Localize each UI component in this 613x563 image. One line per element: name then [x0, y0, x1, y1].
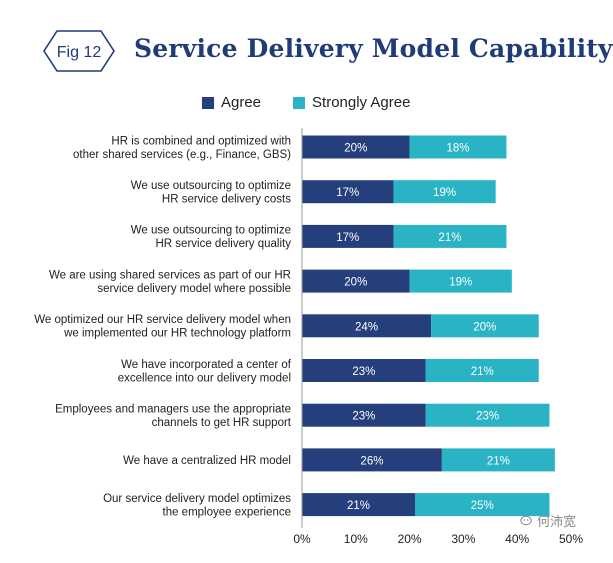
category-label-line: We have incorporated a center of	[121, 359, 292, 371]
legend-swatch-agree	[202, 96, 214, 109]
bar-agree	[302, 448, 442, 472]
legend-swatch-strongly-agree	[293, 96, 306, 109]
data-label-strongly-agree: 18%	[447, 143, 470, 155]
category-label-line: we implemented our HR technology platfor…	[63, 328, 291, 340]
bar-agree	[302, 403, 426, 427]
data-label-strongly-agree: 21%	[438, 232, 461, 244]
bar-strongly-agree	[425, 403, 550, 427]
category-label-line: HR is combined and optimized with	[111, 135, 291, 147]
bar-strongly-agree	[393, 224, 507, 248]
category-label-line: channels to get HR support	[152, 417, 292, 429]
x-tick-label: 0%	[293, 532, 311, 546]
chart-title: Service Delivery Model Capability	[134, 34, 613, 63]
category-label: We optimized our HR service delivery mod…	[34, 314, 291, 340]
category-label-line: service delivery model where possible	[97, 283, 291, 295]
category-label: HR is combined and optimized with other s…	[73, 135, 291, 161]
data-label-strongly-agree: 23%	[476, 411, 499, 423]
bar-strongly-agree	[441, 448, 555, 472]
x-tick-label: 40%	[505, 532, 529, 546]
data-label-agree: 23%	[352, 411, 375, 423]
x-tick-label: 10%	[344, 532, 368, 546]
bar-agree	[302, 359, 426, 382]
bar-strongly-agree	[414, 493, 550, 517]
bar-agree	[302, 493, 415, 517]
category-label-line: We use outsourcing to optimize	[131, 180, 291, 192]
bar-strongly-agree	[409, 135, 507, 159]
data-label-agree: 23%	[352, 366, 375, 378]
bar-strongly-agree	[431, 314, 539, 338]
bar-agree	[302, 180, 394, 204]
watermark-text: 何沛宽	[537, 514, 577, 529]
watermark: 何沛宽	[520, 511, 576, 530]
bar-strongly-agree	[409, 269, 512, 293]
bar-strongly-agree	[393, 180, 496, 204]
category-label: Employees and managers use the appropria…	[55, 403, 292, 429]
data-label-agree: 20%	[344, 143, 367, 155]
data-label-strongly-agree: 21%	[487, 455, 510, 467]
category-label: We have a centralized HR model	[123, 455, 291, 467]
data-label-agree: 17%	[336, 232, 359, 244]
data-label-strongly-agree: 25%	[471, 500, 494, 512]
x-tick-label: 30%	[451, 532, 475, 546]
category-label-line: HR service delivery quality	[156, 238, 292, 250]
data-label-strongly-agree: 21%	[471, 366, 494, 378]
data-label-agree: 20%	[344, 277, 367, 289]
data-label-agree: 17%	[336, 187, 359, 199]
category-label-line: Our service delivery model optimizes	[103, 493, 291, 505]
chat-bubble-icon	[520, 515, 532, 525]
legend: Agree Strongly Agree	[202, 94, 410, 111]
category-label: Our service delivery model optimizes the …	[103, 493, 291, 518]
bar-agree	[302, 314, 432, 338]
category-label: We are using shared services as part of …	[49, 269, 291, 295]
hexagon-badge-shape: Fig 12	[43, 30, 115, 72]
category-label-line: We use outsourcing to optimize	[131, 225, 291, 237]
data-label-strongly-agree: 19%	[449, 277, 472, 289]
category-label: We have incorporated a center of excellen…	[118, 359, 292, 385]
x-tick-label: 50%	[559, 532, 583, 546]
category-label-line: HR service delivery costs	[162, 193, 291, 205]
bar-agree	[302, 224, 394, 248]
bar-agree	[302, 135, 410, 159]
data-label-agree: 24%	[355, 321, 378, 333]
legend-label-agree: Agree	[221, 94, 262, 111]
data-label-agree: 21%	[347, 500, 370, 512]
legend-label-strongly-agree: Strongly Agree	[312, 94, 411, 111]
category-label-line: We are using shared services as part of …	[49, 269, 291, 281]
category-label-line: other shared services (e.g., Finance, GB…	[73, 149, 291, 161]
category-label-line: We optimized our HR service delivery mod…	[34, 314, 291, 326]
category-label-line: We have a centralized HR model	[123, 455, 291, 467]
fig-badge-label: Fig 12	[57, 44, 102, 61]
category-label-line: excellence into our delivery model	[118, 372, 291, 384]
category-label-line: the employee experience	[163, 506, 292, 518]
category-label: We use outsourcing to optimize HR service…	[131, 180, 291, 206]
bar-strongly-agree	[425, 359, 539, 382]
category-label: We use outsourcing to optimize HR service…	[131, 225, 291, 251]
data-label-agree: 26%	[360, 455, 383, 467]
fig-badge: Fig 12	[43, 30, 115, 77]
category-label-line: Employees and managers use the appropria…	[55, 403, 291, 415]
x-tick-label: 20%	[398, 532, 422, 546]
data-label-strongly-agree: 20%	[473, 321, 496, 333]
data-label-strongly-agree: 19%	[433, 187, 456, 199]
bar-agree	[302, 269, 410, 293]
